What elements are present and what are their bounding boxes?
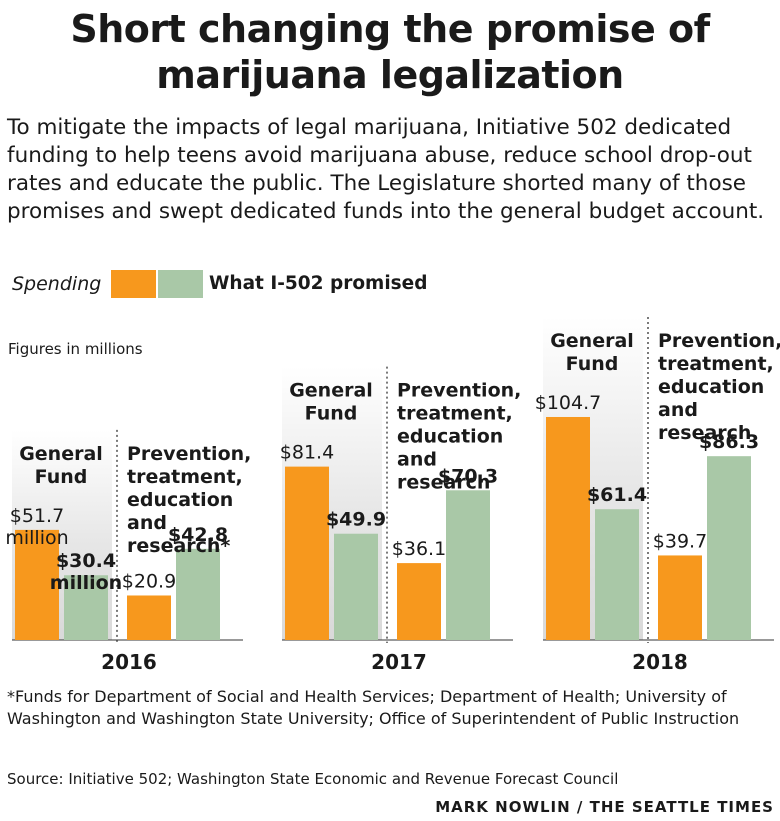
prevention-label: treatment,	[127, 466, 243, 488]
prevention-label: education	[397, 426, 503, 448]
prevention-label: Prevention,	[397, 380, 521, 402]
general-fund-promised-bar	[595, 509, 639, 640]
prevention-promised-value-label: $70.3	[438, 465, 498, 487]
footnote: *Funds for Department of Social and Heal…	[7, 687, 740, 728]
general-fund-spending-value-unit: million	[5, 527, 68, 549]
general-fund-promised-bar	[64, 575, 108, 640]
general-fund-spending-value-label: $51.7	[10, 505, 64, 527]
legend-swatch-promised	[158, 270, 203, 298]
prevention-spending-value-label: $36.1	[392, 538, 446, 560]
source-line: Source: Initiative 502; Washington State…	[7, 770, 619, 788]
general-fund-promised-value-label: $49.9	[326, 509, 386, 531]
legend-swatch-spending	[111, 270, 156, 298]
prevention-label: education	[658, 376, 764, 398]
prevention-label: research	[397, 472, 490, 494]
legend-label-spending: Spending	[12, 273, 102, 295]
prevention-label: research*	[127, 535, 230, 557]
prevention-spending-bar	[127, 595, 171, 640]
general-fund-promised-value-label: $30.4	[56, 550, 116, 572]
general-fund-promised-value-label: $61.4	[587, 484, 647, 506]
general-fund-label: Fund	[305, 403, 358, 425]
prevention-promised-value-label: $42.8	[168, 524, 228, 546]
prevention-label: treatment,	[397, 403, 513, 425]
year-label: 2018	[632, 650, 688, 674]
credit-line: MARK NOWLIN / THE SEATTLE TIMES	[435, 798, 774, 816]
year-label: 2017	[371, 650, 427, 674]
general-fund-spending-value-label: $81.4	[280, 442, 334, 464]
general-fund-label: General	[19, 443, 103, 465]
units-note: Figures in millions	[8, 340, 143, 358]
prevention-label: and	[658, 399, 698, 421]
chart-subtitle: To mitigate the impacts of legal marijua…	[7, 115, 765, 224]
prevention-label: treatment,	[658, 353, 774, 375]
general-fund-label: General	[289, 380, 373, 402]
prevention-promised-value-label: $86.3	[699, 431, 759, 453]
general-fund-spending-bar	[546, 416, 590, 640]
general-fund-promised-bar	[334, 533, 378, 640]
prevention-promised-bar	[446, 490, 490, 640]
prevention-promised-bar	[176, 548, 220, 640]
general-fund-promised-value-unit: million	[50, 572, 122, 594]
prevention-spending-value-label: $20.9	[122, 570, 176, 592]
prevention-label: education	[127, 489, 233, 511]
chart-title: Short changing the promise of marijuana …	[70, 7, 710, 97]
year-label: 2016	[101, 650, 157, 674]
general-fund-spending-value-label: $104.7	[535, 392, 601, 414]
prevention-label: research	[658, 422, 751, 444]
general-fund-label: Fund	[566, 353, 619, 375]
legend-label-promised: What I-502 promised	[209, 273, 428, 294]
general-fund-spending-bar	[15, 529, 59, 640]
prevention-spending-value-label: $39.7	[653, 530, 707, 552]
general-fund-label: Fund	[35, 466, 88, 488]
prevention-label: Prevention,	[658, 330, 780, 352]
prevention-label: and	[397, 449, 437, 471]
prevention-promised-bar	[707, 456, 751, 640]
prevention-label: and	[127, 512, 167, 534]
general-fund-spending-bar	[285, 466, 329, 640]
prevention-label: Prevention,	[127, 443, 251, 465]
general-fund-label: General	[550, 330, 634, 352]
prevention-spending-bar	[397, 563, 441, 640]
prevention-spending-bar	[658, 555, 702, 640]
